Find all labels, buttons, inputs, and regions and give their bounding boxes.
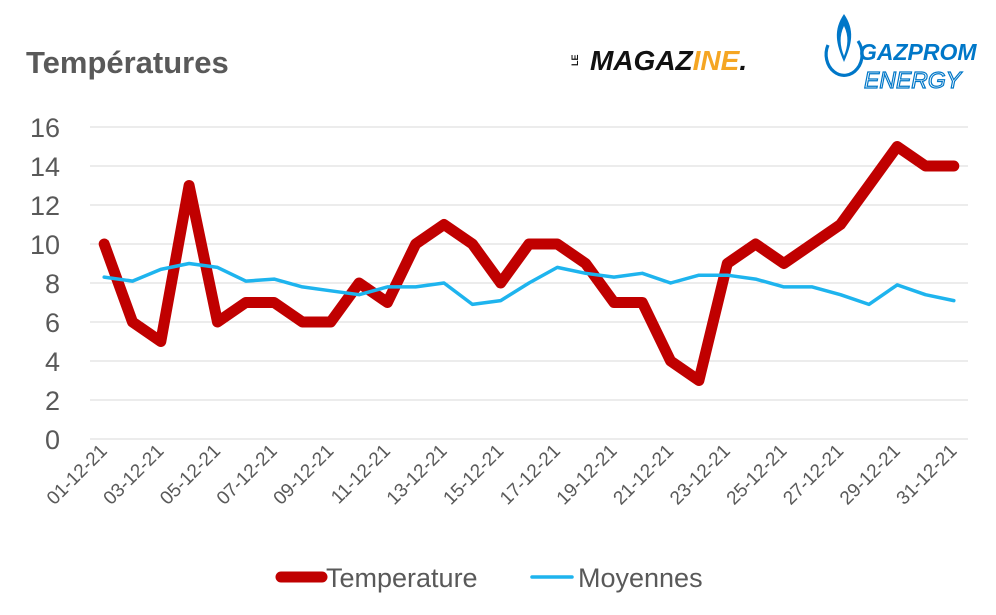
temperature-line xyxy=(98,141,960,386)
logo-ine-part: INE xyxy=(693,45,741,76)
x-tick-label: 07-12-21 xyxy=(213,441,282,510)
legend-temperature: Temperature xyxy=(275,563,478,593)
y-tick-label: 2 xyxy=(45,386,60,416)
x-tick-label: 29-12-21 xyxy=(836,441,905,510)
x-axis-ticks: 01-12-2103-12-2105-12-2107-12-2109-12-21… xyxy=(43,441,961,510)
y-tick-label: 12 xyxy=(30,191,60,221)
y-tick-label: 0 xyxy=(45,425,60,455)
logo-mag-part: MAGAZ xyxy=(590,45,694,76)
gazprom-text: GAZPROM xyxy=(859,39,977,65)
legend-label: Temperature xyxy=(326,563,478,593)
x-tick-label: 03-12-21 xyxy=(100,441,169,510)
legend-label: Moyennes xyxy=(578,563,703,593)
y-tick-label: 10 xyxy=(30,230,60,260)
legend-moyennes: Moyennes xyxy=(530,563,703,593)
logo-magazine-text: MAGAZINE. xyxy=(590,45,747,76)
moyennes-line xyxy=(102,261,956,307)
x-tick-label: 09-12-21 xyxy=(270,441,339,510)
y-tick-label: 16 xyxy=(30,113,60,143)
gazprom-energy-logo: GAZPROM ENERGY xyxy=(824,14,977,94)
x-tick-label: 25-12-21 xyxy=(723,441,792,510)
x-tick-label: 21-12-21 xyxy=(610,441,679,510)
series-lines xyxy=(98,141,960,386)
x-tick-label: 05-12-21 xyxy=(156,441,225,510)
y-tick-label: 4 xyxy=(45,347,60,377)
y-tick-label: 14 xyxy=(30,152,60,182)
x-tick-label: 11-12-21 xyxy=(327,441,395,509)
x-tick-label: 27-12-21 xyxy=(779,441,848,510)
le-magazine-logo: LE MAGAZINE. xyxy=(570,45,747,76)
y-tick-label: 8 xyxy=(45,269,60,299)
x-tick-label: 31-12-21 xyxy=(893,441,962,510)
x-tick-label: 13-12-21 xyxy=(383,441,452,510)
gazprom-flame-icon xyxy=(824,14,864,77)
x-tick-label: 15-12-21 xyxy=(440,441,509,510)
y-tick-label: 6 xyxy=(45,308,60,338)
x-tick-label: 23-12-21 xyxy=(666,441,735,510)
x-tick-label: 19-12-21 xyxy=(553,441,622,510)
logo-le: LE xyxy=(570,54,580,66)
y-axis-ticks: 0 2 4 6 8 10 12 14 16 xyxy=(30,113,60,455)
chart-title: Températures xyxy=(26,45,229,80)
energy-text: ENERGY xyxy=(864,67,963,93)
x-tick-label: 17-12-21 xyxy=(496,441,565,510)
legend: Temperature Moyennes xyxy=(275,563,703,593)
logo-dot: . xyxy=(739,45,747,76)
